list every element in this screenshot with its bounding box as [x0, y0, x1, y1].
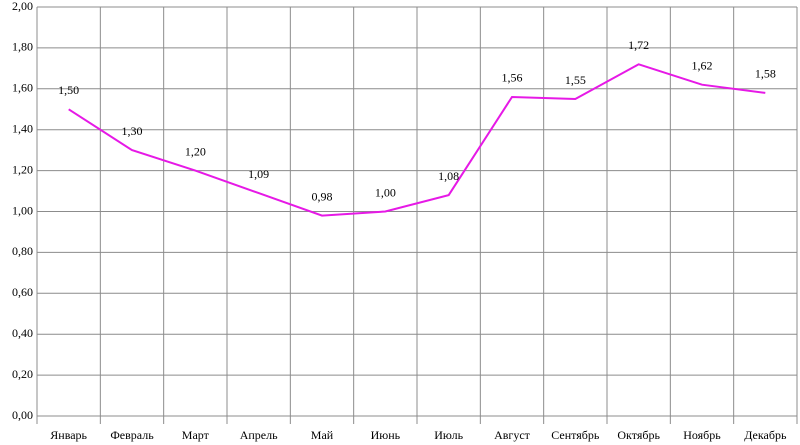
data-label: 1,20 [185, 144, 206, 158]
data-line [68, 63, 766, 217]
x-tick-label: Февраль [110, 428, 154, 442]
x-tick-label: Апрель [240, 428, 278, 442]
y-tick-label: 1,60 [12, 81, 33, 95]
data-label: 1,62 [692, 58, 713, 72]
x-tick-label: Сентябрь [551, 428, 600, 442]
data-label: 1,30 [122, 124, 143, 138]
data-label: 1,55 [565, 73, 586, 87]
y-tick-label: 1,20 [12, 162, 33, 176]
x-tick-label: Июль [434, 428, 463, 442]
y-tick-label: 0,80 [12, 244, 33, 258]
x-tick-label: Июнь [371, 428, 401, 442]
y-tick-label: 1,80 [12, 40, 33, 54]
data-label: 0,98 [312, 189, 333, 203]
x-tick-label: Январь [50, 428, 87, 442]
data-label: 1,50 [58, 83, 79, 97]
data-label: 1,08 [438, 169, 459, 183]
x-tick-label: Август [494, 428, 531, 442]
y-tick-label: 1,00 [12, 203, 33, 217]
x-tick-label: Октябрь [617, 428, 660, 442]
data-label: 1,56 [502, 71, 523, 85]
data-label: 1,72 [628, 38, 649, 52]
x-tick-label: Май [311, 428, 334, 442]
y-tick-label: 0,40 [12, 326, 33, 340]
data-label: 1,00 [375, 185, 396, 199]
x-tick-label: Март [182, 428, 210, 442]
x-tick-label: Ноябрь [683, 428, 721, 442]
data-label: 1,58 [755, 67, 776, 81]
y-tick-label: 0,60 [12, 285, 33, 299]
y-tick-label: 1,40 [12, 121, 33, 135]
data-label: 1,09 [248, 167, 269, 181]
x-tick-label: Декабрь [744, 428, 787, 442]
y-tick-label: 0,00 [12, 408, 33, 422]
y-tick-label: 0,20 [12, 367, 33, 381]
y-tick-label: 2,00 [12, 0, 33, 13]
